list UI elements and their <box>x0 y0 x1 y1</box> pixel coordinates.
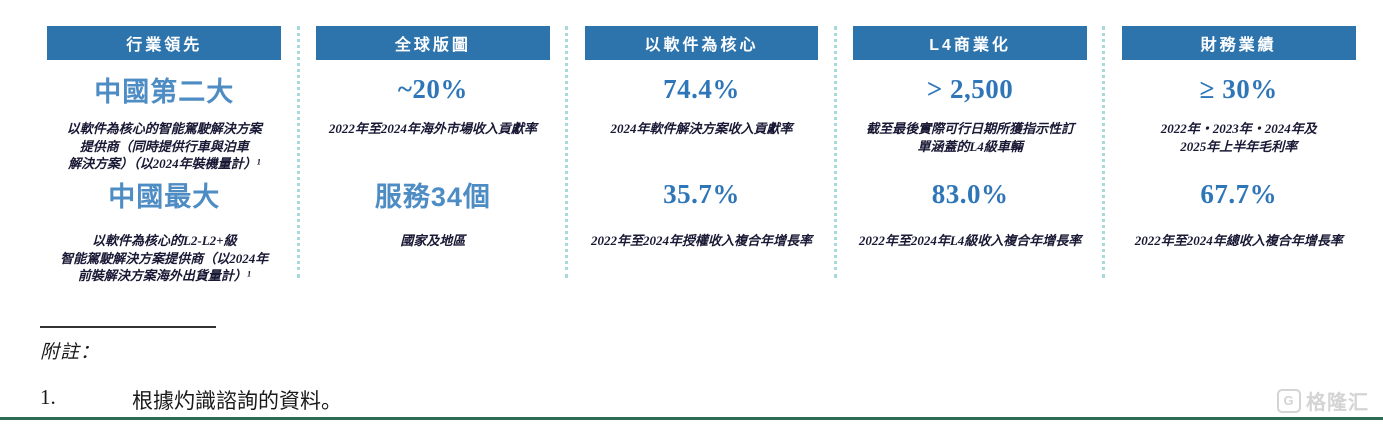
gelonghui-logo-icon: G <box>1277 388 1301 413</box>
metric-caption: 2022年至2024年授權收入複合年增長率 <box>590 233 812 248</box>
metric-value: > 2,500 <box>926 73 1014 104</box>
column-header: 全球版圖 <box>316 26 550 60</box>
metric-caption: 以軟件為核心的L2-L2+級 智能駕駛解決方案提供商（以2024年 前裝解決方案… <box>60 233 269 284</box>
column-header: L4商業化 <box>853 26 1087 60</box>
metric-value: 67.7% <box>1200 178 1278 209</box>
metric-value: 35.7% <box>663 178 740 209</box>
footnote-number: 1. <box>40 385 56 409</box>
footnotes-heading: 附註： <box>40 342 101 363</box>
metric-value: ~20% <box>397 73 468 104</box>
highlight-column-global-footprint: 全球版圖 ~20% 2022年至2024年海外市場收入貢獻率 服務34個 國家及… <box>296 26 568 300</box>
column-header: 行業領先 <box>47 26 282 60</box>
metric-value: 74.4% <box>663 73 740 104</box>
bottom-rule <box>0 417 1383 420</box>
metric-caption: 2022年‧2023年‧2024年及 2025年上半年毛利率 <box>1160 121 1317 154</box>
watermark-text: 格隆汇 <box>1306 392 1369 414</box>
metric-value: 83.0% <box>931 178 1009 209</box>
metric-value: 中國最大 <box>108 181 221 212</box>
highlight-column-software-core: 以軟件為核心 74.4% 2024年軟件解決方案收入貢獻率 35.7% 2022… <box>565 26 836 300</box>
highlight-column-financial-performance: 財務業績 ≥ 30% 2022年‧2023年‧2024年及 2025年上半年毛利… <box>1102 26 1373 300</box>
highlight-column-l4-commercialization: L4商業化 > 2,500 截至最後實際可行日期所獲指示性訂 單涵蓋的L4級車輛… <box>833 26 1105 300</box>
highlights-grid: 行業領先 中國第二大 以軟件為核心的智能駕駛解決方案 提供商（同時提供行車與泊車… <box>30 26 1373 300</box>
highlight-column-industry-leading: 行業領先 中國第二大 以軟件為核心的智能駕駛解決方案 提供商（同時提供行車與泊車… <box>30 26 299 300</box>
metric-value: ≥ 30% <box>1199 73 1278 104</box>
metric-caption: 2024年軟件解決方案收入貢獻率 <box>610 121 793 136</box>
metric-caption: 以軟件為核心的智能駕駛解決方案 提供商（同時提供行車與泊車 解決方案）（以202… <box>66 121 262 172</box>
column-header: 以軟件為核心 <box>584 26 819 60</box>
metric-caption: 截至最後實際可行日期所獲指示性訂 單涵蓋的L4級車輛 <box>866 121 1075 154</box>
metric-caption: 2022年至2024年海外市場收入貢獻率 <box>328 121 537 136</box>
gelonghui-watermark: G 格隆汇 <box>1277 386 1369 415</box>
metric-caption: 國家及地區 <box>400 233 466 248</box>
footnote-item: 1. 根據灼識諮詢的資料。 <box>40 385 342 415</box>
metric-caption: 2022年至2024年L4級收入複合年增長率 <box>858 233 1082 248</box>
metric-caption: 2022年至2024年總收入複合年增長率 <box>1134 233 1343 248</box>
column-header: 財務業績 <box>1121 26 1356 60</box>
footnotes-divider <box>40 326 216 328</box>
footnotes-section: 附註： 1. 根據灼識諮詢的資料。 <box>40 326 342 415</box>
footnote-text: 根據灼識諮詢的資料。 <box>132 389 342 413</box>
metric-value: 中國第二大 <box>94 76 235 107</box>
metric-value: 服務34個 <box>374 181 491 212</box>
